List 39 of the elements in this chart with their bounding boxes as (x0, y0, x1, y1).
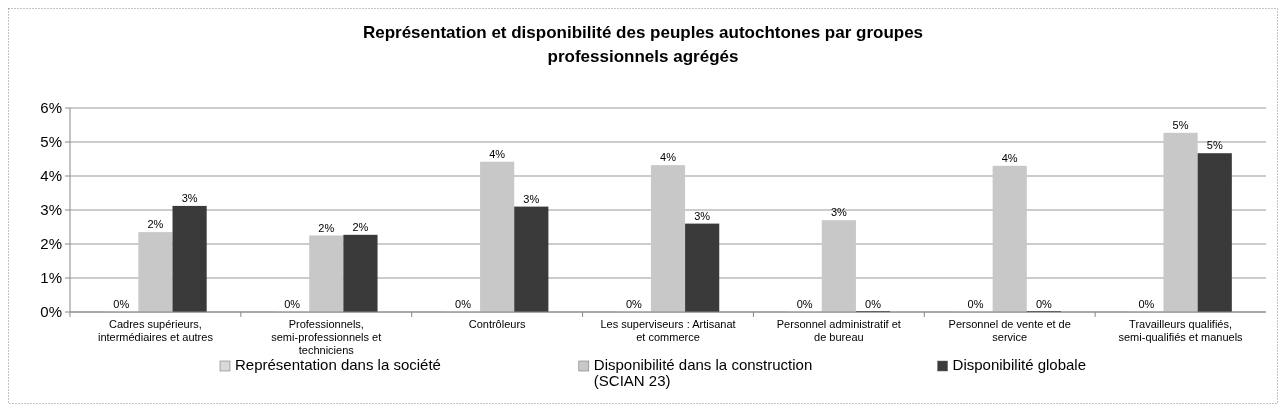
data-label: 0% (625, 298, 642, 310)
legend-label: Représentation dans la société (235, 356, 441, 373)
data-label: 0% (1035, 298, 1053, 310)
data-label: 0% (455, 298, 472, 310)
data-label: 0% (113, 298, 130, 310)
data-label: 2% (318, 221, 335, 234)
data-label: 0% (1138, 298, 1155, 310)
legend-label: Disponibilité dans la construction (SCIAN 23) (593, 356, 813, 389)
x-tick-label: Personnel de vente et de service (948, 318, 1071, 343)
y-tick-label: 1% (40, 269, 62, 287)
data-label: 3% (181, 191, 198, 204)
y-tick-label: 5% (40, 133, 62, 151)
y-tick-label: 3% (40, 201, 62, 219)
y-tick-label: 6% (40, 99, 62, 117)
y-tick-label: 0% (40, 303, 62, 321)
data-label: 2% (352, 220, 369, 233)
data-label: 5% (1172, 118, 1189, 131)
x-tick-label: Professionnels, semi-professionnels et techniciens (271, 318, 382, 356)
chart-title: Représentation et disponibilité des peuples autochtones par groupes professionnels agrégés (362, 23, 924, 66)
data-label: 5% (1206, 139, 1223, 152)
data-label: 0% (967, 298, 984, 310)
y-tick-label: 2% (40, 235, 62, 253)
data-label: 0% (796, 298, 813, 310)
data-label: 4% (489, 147, 506, 160)
data-label: 3% (694, 209, 711, 222)
data-label: 2% (147, 218, 164, 231)
x-tick-label: Cadres supérieurs, intermédiaires et autres (97, 318, 214, 343)
data-label: 4% (660, 151, 677, 164)
legend-label: Disponibilité globale (952, 356, 1087, 373)
x-tick-label: Travailleurs qualifiés, semi-qualifiés et manuels (1118, 318, 1244, 343)
data-label: 3% (830, 206, 848, 219)
x-tick-label: Contrôleurs (468, 318, 527, 330)
data-label: 4% (1001, 151, 1018, 164)
data-label: 3% (523, 192, 540, 205)
data-label: 0% (284, 298, 301, 310)
data-label: 0% (865, 298, 882, 310)
x-tick-label: Personnel administratif et de bureau (776, 318, 901, 343)
y-tick-label: 4% (40, 167, 62, 185)
x-tick-label: Les superviseurs : Artisanat et commerce (600, 318, 736, 343)
